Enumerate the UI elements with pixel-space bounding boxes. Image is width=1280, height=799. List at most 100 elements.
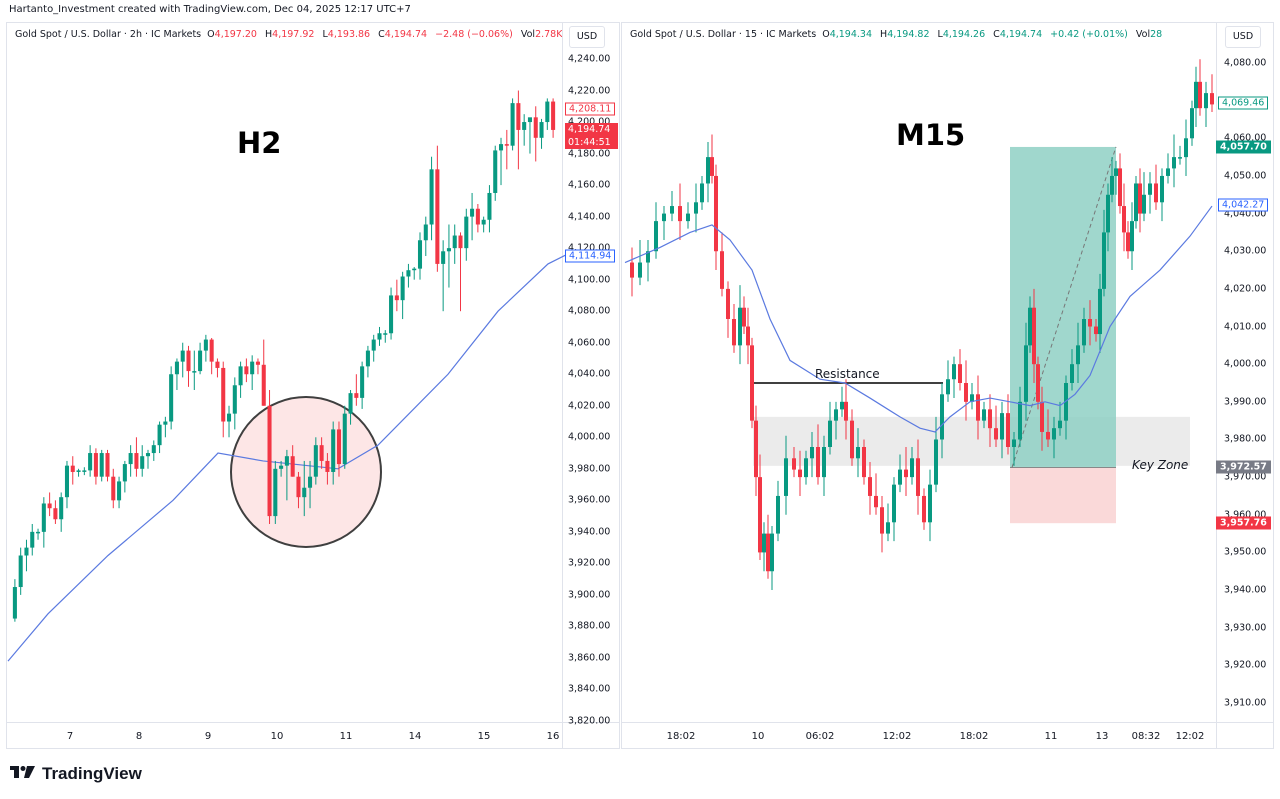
- h2-candle: [452, 235, 457, 249]
- h2-time-axis[interactable]: [7, 722, 619, 748]
- h2-candle: [470, 208, 475, 217]
- m15-candle: [1070, 364, 1074, 383]
- m15-candle: [726, 288, 730, 319]
- h2-candle: [198, 350, 203, 372]
- m15-candle: [784, 458, 788, 496]
- m15-candle: [1076, 345, 1080, 365]
- tradingview-wordmark: TradingView: [42, 764, 142, 783]
- h2-candle: [464, 216, 469, 249]
- m15-price-tick: 4,040.00: [1224, 208, 1267, 220]
- m15-candle: [1102, 232, 1106, 289]
- m15-candle: [1166, 168, 1170, 176]
- m15-candle: [1194, 81, 1198, 109]
- tradingview-logo[interactable]: TradingView: [10, 764, 142, 784]
- h2-candle: [504, 144, 509, 146]
- m15-candle: [892, 484, 896, 523]
- m15-symbol: Gold Spot / U.S. Dollar · 15 · IC Market…: [630, 29, 817, 40]
- m15-currency-button[interactable]: USD: [1225, 26, 1261, 48]
- h2-candle: [475, 208, 480, 225]
- m15-candle: [1178, 157, 1182, 159]
- m15-price-tick: 3,990.00: [1224, 396, 1267, 408]
- h2-change: −2.48 (−0.06%): [435, 29, 513, 40]
- m15-candle: [1052, 428, 1056, 440]
- m15-candle: [834, 409, 838, 421]
- m15-candle: [946, 379, 950, 395]
- m15-candle: [910, 458, 914, 478]
- m15-candle: [638, 262, 642, 278]
- h2-candle: [122, 464, 127, 482]
- h2-candle: [18, 555, 23, 588]
- m15-candle: [976, 394, 980, 421]
- h2-candle: [209, 339, 214, 362]
- m15-price-axis-border: [1216, 23, 1217, 748]
- m15-candle: [706, 157, 710, 184]
- m15-candle: [810, 447, 814, 459]
- h2-candle: [522, 122, 527, 130]
- h2-candle: [203, 339, 208, 351]
- m15-candle: [714, 175, 718, 252]
- h2-candle: [406, 270, 411, 277]
- h2-candle: [53, 508, 58, 520]
- m15-price-tick: 3,920.00: [1224, 659, 1267, 671]
- m15-candle: [862, 447, 866, 478]
- h2-candle: [163, 421, 168, 425]
- h2-candle: [134, 453, 139, 469]
- m15-candle: [1160, 175, 1164, 203]
- m15-price-tick: 3,960.00: [1224, 509, 1267, 521]
- h2-chart-panel[interactable]: Gold Spot / U.S. Dollar · 2h · IC Market…: [6, 22, 620, 749]
- h2-candle: [250, 361, 255, 375]
- h2-price-tick: 3,880.00: [568, 620, 611, 632]
- h2-candle: [255, 361, 260, 365]
- m15-price-tick: 4,050.00: [1224, 170, 1267, 182]
- h2-candle: [365, 350, 370, 367]
- take-profit-price-tag: 4,057.70: [1216, 140, 1271, 154]
- h2-candle: [377, 333, 382, 340]
- m15-candle: [770, 533, 774, 572]
- h2-candle: [41, 503, 46, 532]
- h2-price-tick: 4,040.00: [568, 368, 611, 380]
- m15-time-tick: 13: [1095, 731, 1109, 742]
- m15-ma-price-tag: 4,042.27: [1218, 198, 1269, 212]
- m15-candle: [694, 202, 698, 214]
- h2-candle: [412, 268, 417, 271]
- m15-candle: [988, 409, 992, 429]
- m15-candle: [1098, 288, 1102, 335]
- highlight-circle: [230, 396, 382, 548]
- h2-candle: [458, 235, 463, 249]
- m15-candle: [686, 213, 690, 222]
- m15-price-tick: 3,940.00: [1224, 584, 1267, 596]
- h2-candle: [383, 333, 388, 335]
- m15-candle: [1198, 81, 1202, 109]
- m15-timeframe-annotation: M15: [896, 118, 966, 152]
- h2-price-tick: 3,820.00: [568, 715, 611, 727]
- m15-candle: [1018, 401, 1022, 440]
- m15-candle: [1138, 183, 1142, 214]
- h2-candle: [284, 456, 289, 466]
- h2-candle: [244, 366, 249, 375]
- h2-price-tick: 4,220.00: [568, 85, 611, 97]
- h2-candle: [88, 453, 93, 471]
- h2-candle: [140, 456, 145, 469]
- m15-candle: [922, 495, 926, 523]
- h2-currency-button[interactable]: USD: [569, 26, 605, 48]
- m15-candle: [1064, 383, 1068, 421]
- m15-candle: [1118, 168, 1122, 207]
- h2-candle: [221, 367, 226, 422]
- m15-price-tick: 3,970.00: [1224, 471, 1267, 483]
- m15-time-axis[interactable]: [622, 722, 1273, 748]
- m15-candle: [928, 484, 932, 523]
- h2-candle: [267, 405, 272, 517]
- h2-candle: [539, 122, 544, 138]
- m15-candle: [630, 262, 634, 278]
- m15-candle: [822, 447, 826, 478]
- h2-symbol: Gold Spot / U.S. Dollar · 2h · IC Market…: [15, 29, 202, 40]
- h2-price-tick: 3,860.00: [568, 652, 611, 664]
- h2-high: 4,197.92: [272, 29, 315, 40]
- m15-candle: [662, 213, 666, 222]
- h2-candle: [128, 453, 133, 465]
- m15-price-tick: 3,910.00: [1224, 697, 1267, 709]
- h2-candle: [186, 350, 191, 372]
- m15-candle: [732, 319, 736, 346]
- m15-candle: [844, 401, 848, 421]
